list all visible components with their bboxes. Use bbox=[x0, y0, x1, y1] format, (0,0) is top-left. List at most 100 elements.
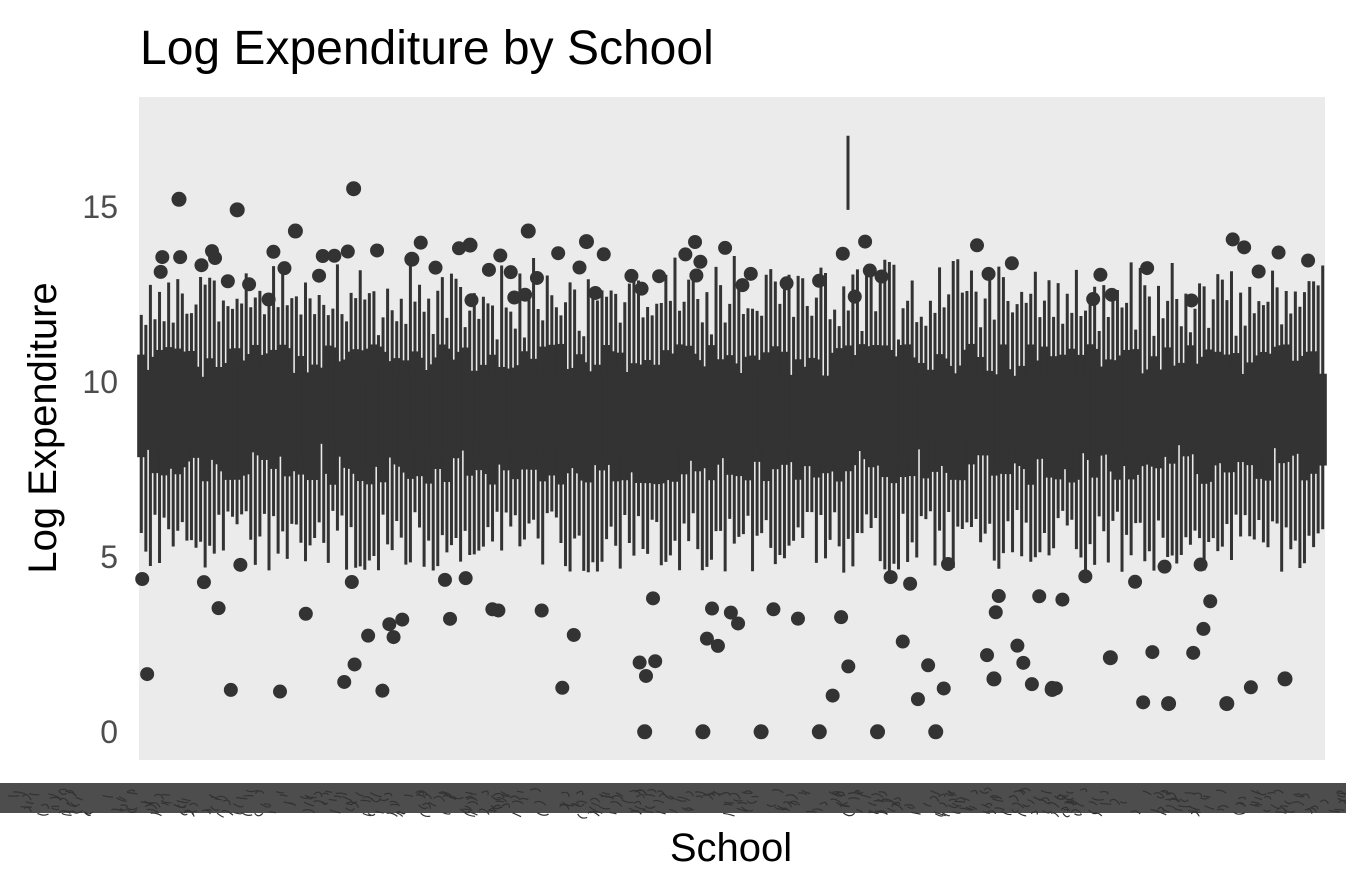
box-body bbox=[169, 357, 178, 469]
box-body bbox=[1295, 369, 1305, 450]
x-tick-label-glyph bbox=[439, 792, 452, 798]
x-tick-label-glyph bbox=[1275, 811, 1286, 814]
x-tick-label-glyph bbox=[1190, 811, 1200, 817]
outlier-point bbox=[220, 274, 235, 289]
x-tick-label-glyph bbox=[418, 804, 429, 810]
outlier-point bbox=[451, 241, 466, 256]
box-body bbox=[191, 366, 201, 458]
x-tick-label-glyph bbox=[1099, 802, 1112, 805]
x-tick-label-glyph bbox=[591, 802, 600, 806]
outlier-point bbox=[1016, 655, 1031, 670]
box-body bbox=[1081, 375, 1090, 454]
x-tick-label-glyph bbox=[375, 810, 385, 814]
x-tick-label-glyph bbox=[420, 812, 431, 818]
box-body bbox=[1304, 351, 1314, 444]
x-tick-label-glyph bbox=[1109, 798, 1121, 805]
x-tick-label-glyph bbox=[245, 789, 258, 793]
x-tick-label-glyph bbox=[1160, 790, 1171, 795]
x-tick-label-glyph bbox=[982, 810, 991, 814]
x-tick-label-glyph bbox=[1011, 802, 1025, 809]
box-body bbox=[648, 377, 657, 453]
y-tick-label-5: 5 bbox=[100, 539, 118, 575]
x-tick-label-glyph bbox=[695, 795, 703, 799]
x-tick-label-glyph bbox=[606, 795, 614, 800]
x-tick-label-glyph bbox=[1179, 798, 1189, 803]
x-tick-label-glyph bbox=[75, 796, 83, 801]
box-body bbox=[1076, 354, 1086, 448]
box-body bbox=[1272, 346, 1282, 449]
box-body bbox=[1213, 351, 1222, 464]
x-tick-label-glyph bbox=[254, 812, 264, 817]
x-tick-label-glyph bbox=[877, 798, 889, 802]
x-tick-label-glyph bbox=[469, 793, 477, 796]
x-tick-label-glyph bbox=[302, 809, 315, 814]
x-tick-label-glyph bbox=[1328, 809, 1340, 813]
outlier-point bbox=[811, 724, 827, 740]
outlier-point bbox=[1301, 253, 1316, 268]
box-body bbox=[752, 375, 762, 462]
outlier-point bbox=[404, 251, 420, 267]
x-tick-label-glyph bbox=[981, 803, 991, 809]
outlier-point bbox=[173, 250, 188, 265]
box-body bbox=[196, 378, 205, 452]
box-body bbox=[451, 361, 461, 459]
box-body bbox=[388, 374, 397, 453]
x-tick-label-glyph bbox=[633, 800, 642, 805]
x-tick-label-glyph bbox=[51, 807, 60, 811]
box-body bbox=[1200, 356, 1209, 484]
box-body bbox=[844, 345, 853, 472]
x-tick-label-glyph bbox=[448, 796, 457, 800]
x-tick-label-glyph bbox=[362, 796, 374, 801]
outlier-point bbox=[462, 237, 478, 253]
box-body bbox=[661, 350, 670, 481]
outlier-point bbox=[1078, 569, 1093, 584]
x-tick-label-glyph bbox=[1060, 806, 1069, 812]
box-body bbox=[1085, 344, 1095, 461]
outlier-point bbox=[298, 606, 313, 621]
box-body bbox=[232, 348, 242, 480]
box-body bbox=[1168, 368, 1177, 464]
box-body bbox=[981, 370, 990, 456]
x-tick-label-glyph bbox=[740, 806, 754, 812]
outlier-point bbox=[1161, 696, 1177, 712]
box-body bbox=[383, 361, 392, 458]
outlier-point bbox=[272, 684, 287, 699]
box-body bbox=[857, 344, 867, 448]
x-tick-label-glyph bbox=[1064, 801, 1077, 806]
x-tick-label-glyph bbox=[1040, 789, 1052, 794]
x-tick-label-glyph bbox=[48, 793, 60, 799]
x-tick-label-glyph bbox=[355, 791, 364, 797]
box-body bbox=[739, 372, 748, 463]
outlier-point bbox=[735, 278, 750, 293]
x-tick-label-glyph bbox=[873, 800, 884, 803]
x-tick-label-glyph bbox=[610, 801, 623, 807]
x-tick-label-glyph bbox=[887, 807, 896, 812]
x-tick-label-glyph bbox=[208, 794, 219, 799]
x-tick-label-glyph bbox=[938, 793, 946, 798]
x-tick-label-glyph bbox=[465, 795, 475, 800]
outlier-point bbox=[287, 223, 303, 239]
x-tick-label-glyph bbox=[40, 803, 49, 809]
box-body bbox=[470, 370, 479, 443]
x-tick-label-glyph bbox=[260, 803, 272, 808]
x-tick-label-glyph bbox=[1336, 790, 1346, 796]
x-tick-label-glyph bbox=[1067, 799, 1078, 805]
box-body bbox=[1268, 376, 1277, 448]
x-tick-label-glyph bbox=[839, 804, 851, 808]
box-body bbox=[1127, 359, 1136, 480]
x-tick-label-glyph bbox=[160, 799, 172, 804]
box-body bbox=[725, 355, 734, 475]
box-body bbox=[1095, 366, 1104, 456]
x-tick-label-glyph bbox=[398, 810, 406, 815]
box-body bbox=[287, 374, 296, 472]
box-body bbox=[1209, 363, 1218, 466]
box-body bbox=[698, 366, 707, 469]
x-tick-label-glyph bbox=[25, 801, 34, 805]
x-tick-label-glyph bbox=[383, 792, 393, 797]
x-tick-label-glyph bbox=[1063, 808, 1071, 812]
box-body bbox=[602, 345, 611, 463]
y-axis-title: Log Expenditure bbox=[21, 282, 65, 573]
x-tick-label-glyph bbox=[922, 802, 932, 807]
x-tick-label-glyph bbox=[467, 801, 479, 806]
x-tick-label-glyph bbox=[102, 794, 114, 798]
